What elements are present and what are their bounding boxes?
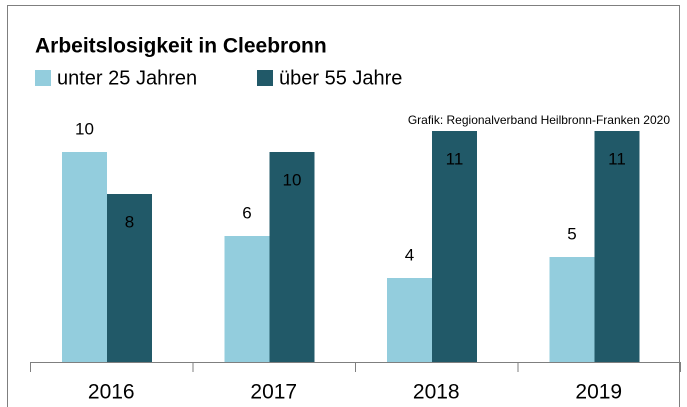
bar	[594, 131, 640, 362]
legend-swatch	[257, 70, 273, 86]
data-label: 11	[446, 149, 464, 168]
chart-title: Arbeitslosigkeit in Cleebronn	[35, 35, 327, 58]
legend-label: unter 25 Jahren	[57, 67, 197, 89]
bar	[432, 131, 477, 362]
legend-swatch	[35, 70, 51, 86]
legend-label: über 55 Jahre	[279, 67, 402, 89]
data-label: 4	[405, 245, 414, 264]
x-tick-label: 2016	[88, 381, 135, 404]
x-tick-label: 2018	[413, 381, 460, 404]
bar	[107, 194, 152, 362]
bar	[387, 278, 432, 362]
data-label: 6	[242, 203, 251, 222]
bar	[549, 257, 595, 362]
data-label: 10	[283, 170, 302, 189]
annotation: Grafik: Regionalverband Heilbronn-Franke…	[408, 113, 670, 127]
bar	[62, 152, 107, 362]
data-label: 10	[75, 119, 94, 138]
bar	[224, 236, 270, 362]
data-label: 11	[608, 149, 626, 168]
data-label: 8	[125, 212, 134, 231]
data-label: 5	[567, 224, 576, 243]
x-tick-label: 2019	[575, 381, 622, 404]
x-tick-label: 2017	[250, 381, 297, 404]
bar	[269, 152, 315, 362]
